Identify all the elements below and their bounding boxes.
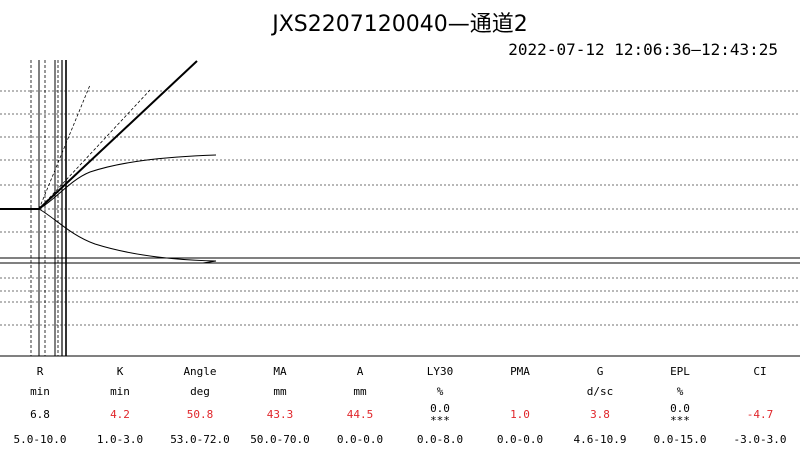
param-name: Angle — [183, 365, 217, 378]
param-value: 0.0 *** — [670, 402, 690, 427]
param-col-ly30: LY30 % 0.0 *** 0.0-8.0 — [400, 362, 480, 460]
param-col-ci: CI -4.7 -3.0-3.0 — [720, 362, 800, 460]
param-range: 1.0-3.0 — [96, 433, 144, 446]
param-col-pma: PMA 1.0 0.0-0.0 — [480, 362, 560, 460]
param-range: 0.0-0.0 — [496, 433, 544, 446]
param-col-r: R min 6.8 5.0-10.0 — [0, 362, 80, 460]
teg-tracing-chart — [0, 60, 800, 357]
param-value: 1.0 — [510, 408, 530, 421]
param-value: 3.8 — [590, 408, 610, 421]
param-value: 43.3 — [266, 408, 294, 421]
gridlines — [0, 90, 800, 326]
param-col-k: K min 4.2 1.0-3.0 — [80, 362, 160, 460]
param-name: EPL — [670, 365, 690, 378]
parameter-table: R min 6.8 5.0-10.0 K min 4.2 1.0-3.0 Ang… — [0, 362, 800, 460]
param-range: 0.0-0.0 — [336, 433, 384, 446]
param-range: 0.0-15.0 — [653, 433, 707, 446]
param-unit: d/sc — [586, 385, 614, 398]
param-value: 4.2 — [110, 408, 130, 421]
param-range: 53.0-72.0 — [170, 433, 230, 446]
param-col-g: G d/sc 3.8 4.6-10.9 — [560, 362, 640, 460]
param-col-a: A mm 44.5 0.0-0.0 — [320, 362, 400, 460]
chart-title: JXS2207120040—通道2 — [272, 12, 528, 37]
param-value: 6.8 — [30, 408, 50, 421]
param-name: PMA — [510, 365, 530, 378]
param-name: K — [116, 365, 124, 378]
param-col-angle: Angle deg 50.8 53.0-72.0 — [160, 362, 240, 460]
param-unit: min — [30, 385, 50, 398]
param-unit: % — [676, 385, 684, 398]
trace-upper — [38, 154, 217, 210]
param-unit: mm — [353, 385, 367, 398]
param-unit: min — [110, 385, 130, 398]
param-name: CI — [753, 365, 767, 378]
param-unit: mm — [273, 385, 287, 398]
time-range: 2022-07-12 12:06:36—12:43:25 — [508, 40, 778, 59]
trace-lower — [38, 208, 217, 264]
param-name: A — [356, 365, 364, 378]
param-col-epl: EPL % 0.0 *** 0.0-15.0 — [640, 362, 720, 460]
param-name: MA — [273, 365, 287, 378]
reference-slope-shallow — [38, 89, 151, 210]
reference-slopes — [38, 84, 151, 210]
param-range: 0.0-8.0 — [416, 433, 464, 446]
param-range: 50.0-70.0 — [250, 433, 310, 446]
param-value: -4.7 — [746, 408, 774, 421]
solid-lines — [0, 257, 800, 357]
angle-line — [38, 60, 198, 210]
param-name: R — [36, 365, 44, 378]
param-unit: % — [436, 385, 444, 398]
param-range: 5.0-10.0 — [13, 433, 67, 446]
param-value: 0.0 *** — [430, 402, 450, 427]
param-value: 44.5 — [346, 408, 374, 421]
param-range: -3.0-3.0 — [733, 433, 787, 446]
param-name: G — [596, 365, 604, 378]
param-name: LY30 — [426, 365, 454, 378]
param-value: 50.8 — [186, 408, 214, 421]
param-unit: deg — [190, 385, 210, 398]
reference-slope-steep — [38, 84, 91, 210]
param-col-ma: MA mm 43.3 50.0-70.0 — [240, 362, 320, 460]
param-range: 4.6-10.9 — [573, 433, 627, 446]
